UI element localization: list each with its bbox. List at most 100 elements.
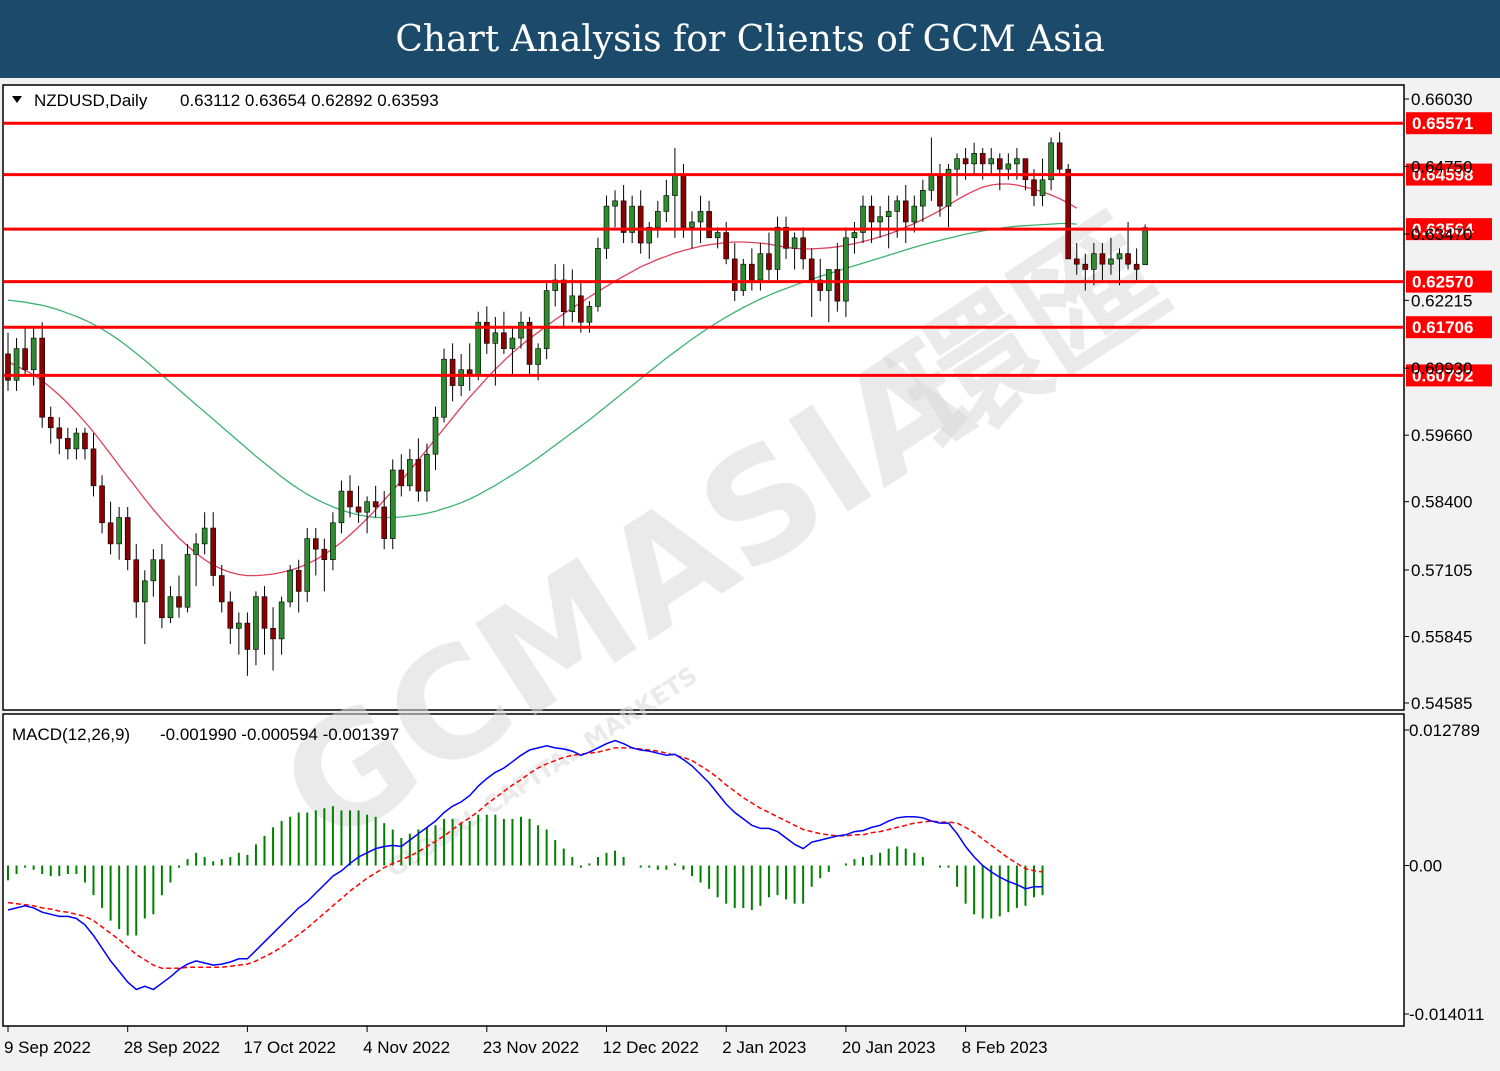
candle bbox=[971, 142, 977, 175]
candle bbox=[996, 153, 1003, 191]
candle bbox=[261, 586, 268, 655]
candle bbox=[355, 485, 362, 523]
x-tick-label: 9 Sep 2022 bbox=[4, 1038, 91, 1057]
macd-panel bbox=[2, 713, 1405, 1027]
candle bbox=[714, 227, 721, 249]
candle bbox=[5, 332, 11, 391]
x-tick-label: 28 Sep 2022 bbox=[124, 1038, 220, 1057]
symbol-dropdown-icon[interactable] bbox=[12, 96, 22, 103]
candle bbox=[184, 543, 191, 613]
candle bbox=[800, 227, 806, 270]
candle bbox=[595, 237, 601, 312]
candle bbox=[193, 533, 199, 587]
candle bbox=[843, 227, 849, 317]
signal-line bbox=[7, 747, 1043, 970]
level-label: 0.63564 bbox=[1412, 220, 1474, 239]
candle bbox=[116, 506, 122, 560]
candle bbox=[740, 258, 747, 296]
candle bbox=[851, 221, 858, 254]
level-lines: 0.65571 0.64598 0.63564 0.62570 0.61706 0.607… bbox=[4, 112, 1492, 387]
candle bbox=[1056, 132, 1063, 175]
candle bbox=[244, 612, 251, 676]
level-tag bbox=[1406, 218, 1492, 241]
level-label: 0.62570 bbox=[1412, 273, 1473, 292]
ma-slow-line bbox=[7, 222, 1077, 519]
candle bbox=[578, 280, 584, 333]
candle bbox=[620, 185, 627, 244]
candle bbox=[176, 575, 182, 618]
candle bbox=[321, 538, 328, 592]
candle bbox=[766, 232, 772, 281]
candle bbox=[783, 216, 789, 259]
candle bbox=[236, 612, 242, 655]
candle bbox=[124, 506, 131, 571]
level-tag bbox=[1406, 270, 1492, 293]
level-label: 0.64598 bbox=[1412, 166, 1473, 185]
y-tick-label: 0.62215 bbox=[1411, 291, 1472, 310]
candle bbox=[629, 195, 635, 244]
macd-label: MACD(12,26,9) bbox=[12, 725, 130, 744]
x-tick-label: 8 Feb 2023 bbox=[962, 1038, 1048, 1057]
candle bbox=[253, 591, 259, 666]
candle bbox=[107, 501, 114, 555]
candle bbox=[142, 570, 148, 645]
candle bbox=[560, 264, 567, 328]
candle bbox=[47, 406, 54, 444]
y-tick-label: 0.54585 bbox=[1411, 694, 1472, 713]
candle bbox=[347, 475, 353, 518]
candle bbox=[1082, 253, 1089, 291]
candle bbox=[381, 491, 388, 550]
y-tick-label: 0.66030 bbox=[1411, 90, 1472, 109]
candle bbox=[483, 306, 490, 354]
candle bbox=[612, 190, 618, 228]
time-axis: 9 Sep 2022 28 Sep 2022 17 Oct 2022 4 Nov 20… bbox=[4, 1026, 1048, 1057]
level-label: 0.60792 bbox=[1412, 366, 1473, 385]
candle bbox=[90, 433, 97, 497]
candle bbox=[663, 179, 670, 222]
candle bbox=[920, 179, 926, 222]
candle bbox=[501, 311, 507, 354]
candles bbox=[5, 132, 1148, 676]
candle bbox=[885, 195, 892, 249]
candle bbox=[441, 348, 447, 423]
banner-title: Chart Analysis for Clients of GCM Asia bbox=[395, 19, 1105, 60]
y-tick-label: 0.58400 bbox=[1411, 493, 1472, 512]
candle bbox=[372, 485, 379, 518]
candle bbox=[1065, 163, 1071, 260]
candle bbox=[825, 269, 832, 323]
candle bbox=[201, 512, 208, 555]
symbol-label: NZDUSD,Daily bbox=[34, 91, 148, 110]
macd-values: -0.001990 -0.000594 -0.001397 bbox=[160, 725, 399, 744]
candle bbox=[432, 406, 439, 471]
candle bbox=[834, 243, 841, 312]
candle bbox=[509, 327, 516, 376]
ohlc-values: 0.63112 0.63654 0.62892 0.63593 bbox=[180, 91, 439, 110]
candle bbox=[902, 185, 909, 244]
candle bbox=[1108, 237, 1114, 275]
candle bbox=[13, 338, 20, 391]
candle bbox=[227, 591, 234, 645]
macd-tick-label: 0.012789 bbox=[1409, 721, 1480, 740]
candle bbox=[1116, 248, 1123, 286]
x-tick-label: 2 Jan 2023 bbox=[722, 1038, 806, 1057]
candle bbox=[637, 190, 644, 254]
candle bbox=[424, 443, 430, 502]
candle bbox=[133, 543, 140, 618]
candle bbox=[398, 454, 405, 497]
candle bbox=[330, 512, 336, 571]
candle bbox=[338, 480, 345, 534]
candle bbox=[218, 564, 225, 613]
candle bbox=[73, 427, 80, 460]
candle bbox=[518, 311, 524, 349]
candle bbox=[894, 195, 901, 238]
candle bbox=[82, 427, 88, 460]
candle bbox=[697, 195, 704, 244]
candle bbox=[159, 543, 165, 629]
x-tick-label: 17 Oct 2022 bbox=[243, 1038, 336, 1057]
macd-tick-label: 0.00 bbox=[1409, 857, 1442, 876]
candle bbox=[304, 528, 311, 602]
candle bbox=[210, 512, 216, 587]
candle bbox=[407, 448, 413, 492]
macd-histogram bbox=[7, 806, 1044, 936]
